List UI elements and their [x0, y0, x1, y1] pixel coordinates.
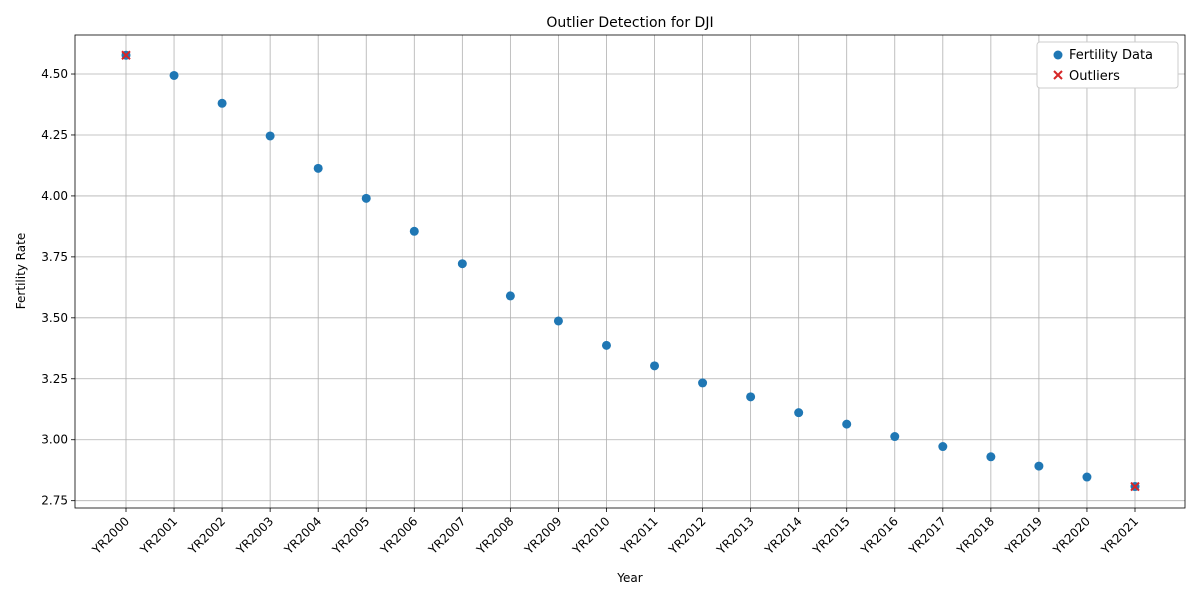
y-tick-label: 4.00: [41, 189, 68, 203]
y-axis-label: Fertility Rate: [14, 233, 28, 309]
data-point-fertility: [746, 392, 756, 402]
data-point-fertility: [842, 419, 852, 429]
data-point-fertility: [313, 163, 323, 173]
data-point-fertility: [650, 361, 660, 371]
y-tick-label: 4.25: [41, 128, 68, 142]
data-points: [121, 50, 1140, 492]
data-point-fertility: [1034, 461, 1044, 471]
legend: Fertility Data Outliers: [1036, 41, 1179, 89]
data-point-fertility: [361, 193, 371, 203]
plot-frame: [74, 34, 1186, 509]
data-point-fertility: [457, 259, 467, 269]
legend-box: [1036, 41, 1179, 89]
data-point-fertility: [601, 340, 611, 350]
data-point-fertility: [409, 226, 419, 236]
outlier-marker: [121, 50, 131, 60]
data-point-fertility: [698, 378, 708, 388]
legend-marker-outliers: [1053, 70, 1063, 80]
y-tick-label: 3.25: [41, 372, 68, 386]
data-point-fertility: [938, 442, 948, 452]
y-tick-label: 2.75: [41, 494, 68, 508]
data-point-fertility: [217, 98, 227, 108]
grid: [75, 35, 1185, 508]
y-tick-label: 3.00: [41, 433, 68, 447]
x-axis-label: Year: [616, 571, 642, 585]
chart-title: Outlier Detection for DJI: [546, 15, 713, 31]
data-point-fertility: [794, 408, 804, 418]
y-tick-label: 3.75: [41, 250, 68, 264]
data-point-fertility: [890, 432, 900, 442]
data-point-fertility: [169, 70, 179, 80]
data-point-fertility: [1082, 472, 1092, 482]
legend-label-fertility-data: Fertility Data: [1069, 48, 1153, 63]
y-tick-label: 3.50: [41, 311, 68, 325]
legend-label-outliers: Outliers: [1069, 69, 1120, 84]
data-point-fertility: [505, 291, 515, 301]
outlier-marker: [1130, 481, 1140, 492]
data-point-fertility: [265, 131, 275, 141]
data-point-fertility: [986, 452, 996, 462]
y-tick-label: 4.50: [41, 67, 68, 81]
data-point-fertility: [553, 316, 563, 326]
legend-marker-fertility-data: [1053, 50, 1063, 60]
